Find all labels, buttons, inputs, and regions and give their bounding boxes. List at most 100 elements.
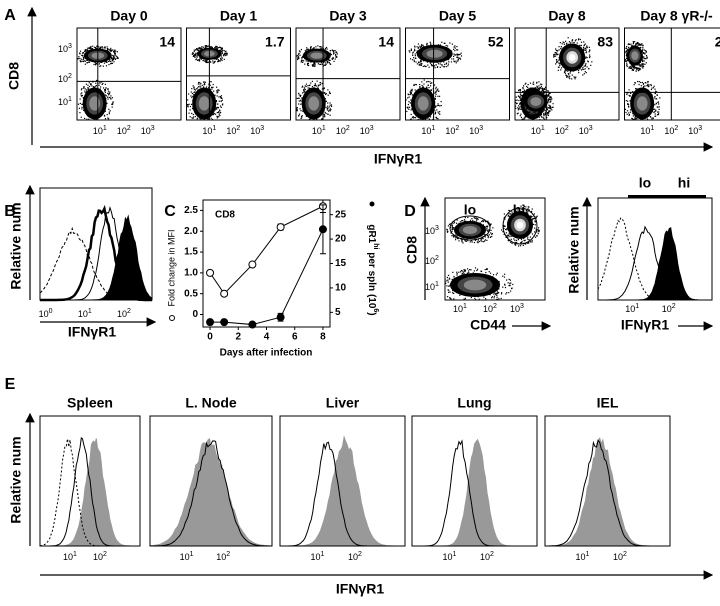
tick-exp: 3: [698, 125, 702, 132]
event-dot: [310, 122, 311, 123]
tick-label: 103: [141, 125, 155, 137]
event-dot: [466, 241, 467, 242]
event-dot: [105, 87, 106, 88]
event-dot: [108, 91, 109, 92]
event-dot: [638, 122, 639, 123]
event-dot: [107, 46, 108, 47]
event-dot: [520, 90, 521, 91]
event-dot: [654, 109, 655, 110]
event-dot: [222, 60, 223, 61]
event-dot: [298, 115, 299, 116]
event-dot: [476, 218, 477, 219]
tick-exp: 2: [674, 125, 678, 132]
label-part: gR1: [366, 224, 377, 243]
event-dot: [330, 109, 331, 110]
event-dot: [527, 123, 528, 124]
event-dot: [435, 94, 436, 95]
event-dot: [108, 118, 109, 119]
event-dot: [194, 57, 195, 58]
event-dot: [544, 110, 545, 111]
event-dot: [474, 303, 475, 304]
event-dot: [532, 233, 533, 234]
event-dot: [438, 63, 439, 64]
tick-exp: 2: [490, 551, 494, 558]
event-dot: [642, 63, 643, 64]
event-dot: [329, 60, 330, 61]
event-dot: [447, 231, 448, 232]
tick-exp: 2: [358, 551, 362, 558]
event-dot: [316, 122, 317, 123]
event-dot: [210, 62, 211, 63]
event-dot: [429, 118, 430, 119]
event-dot: [216, 47, 217, 48]
event-dot: [452, 227, 453, 228]
event-dot: [409, 107, 410, 108]
event-dot: [589, 49, 590, 50]
event-dot: [216, 59, 217, 60]
y2-axis-label: gR1hi per spln (106): [366, 224, 379, 315]
event-dot: [566, 77, 567, 78]
event-dot: [308, 87, 309, 88]
histogram: [545, 438, 670, 546]
event-dot: [504, 213, 505, 214]
event-dot: [212, 87, 213, 88]
event-dot: [443, 279, 444, 280]
axis-label: CD44: [470, 317, 506, 333]
event-dot: [314, 64, 315, 65]
event-dot: [541, 116, 542, 117]
event-dot: [305, 89, 306, 90]
event-dot: [437, 96, 438, 97]
event-dot: [535, 221, 536, 222]
event-dot: [465, 298, 466, 299]
event-dot: [78, 104, 79, 105]
event-dot: [99, 63, 100, 64]
event-dot: [220, 105, 221, 106]
chart-title: CD8: [215, 210, 235, 221]
event-dot: [516, 242, 517, 243]
event-dot: [509, 285, 510, 286]
density: [637, 96, 648, 110]
event-dot: [447, 65, 448, 66]
event-dot: [555, 48, 556, 49]
event-dot: [572, 75, 573, 76]
event-dot: [190, 109, 191, 110]
event-dot: [530, 88, 531, 89]
event-dot: [217, 92, 218, 93]
event-dot: [586, 49, 587, 50]
event-dot: [538, 233, 539, 234]
event-dot: [451, 231, 452, 232]
event-dot: [196, 48, 197, 49]
event-dot: [324, 116, 325, 117]
event-dot: [492, 296, 493, 297]
event-dot: [506, 232, 507, 233]
event-dot: [410, 90, 411, 91]
event-dot: [89, 120, 90, 121]
event-dot: [93, 64, 94, 65]
y2-tick-label: 15: [335, 258, 347, 269]
event-dot: [636, 118, 637, 119]
event-dot: [191, 117, 192, 118]
event-dot: [411, 92, 412, 93]
event-dot: [648, 86, 649, 87]
event-dot: [200, 83, 201, 84]
event-dot: [523, 99, 524, 100]
event-dot: [211, 88, 212, 89]
event-dot: [534, 228, 535, 229]
event-dot: [539, 114, 540, 115]
event-dot: [458, 59, 459, 60]
event-dot: [558, 59, 559, 60]
event-dot: [326, 120, 327, 121]
event-dot: [536, 86, 537, 87]
event-dot: [584, 73, 585, 74]
event-dot: [306, 84, 307, 85]
event-dot: [96, 46, 97, 47]
event-dot: [221, 100, 222, 101]
event-dot: [508, 292, 509, 293]
tick-exp: 1: [635, 303, 639, 310]
tick-base: 10: [312, 126, 322, 136]
axis-label: IFNγR1: [336, 581, 384, 597]
event-dot: [459, 54, 460, 55]
panel-label: D: [404, 203, 416, 220]
event-dot: [431, 122, 432, 123]
tick-exp: 1: [73, 551, 77, 558]
